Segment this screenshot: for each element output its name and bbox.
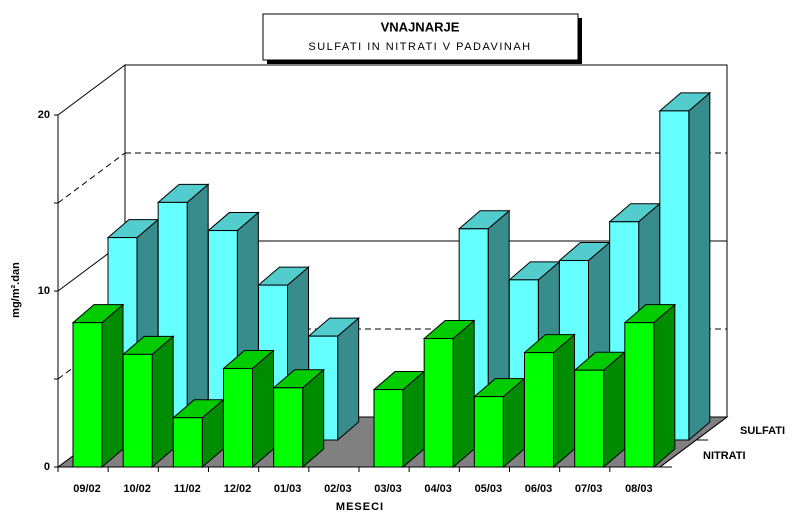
bar-side <box>553 333 575 469</box>
y-tick-label: 10 <box>38 285 50 297</box>
bar <box>423 338 454 468</box>
x-tick-label: 03/03 <box>374 483 402 495</box>
legend-label: SULFATI <box>740 425 785 437</box>
bar <box>223 367 253 468</box>
x-axis-label: MESECI <box>336 501 384 513</box>
bar <box>574 369 605 468</box>
x-tick-label: 09/02 <box>73 483 101 495</box>
x-tick-label: 07/03 <box>575 483 603 495</box>
minor-grid-line <box>57 152 126 204</box>
bar-side <box>101 303 124 469</box>
x-tick-label: 01/03 <box>274 483 302 495</box>
y-axis-label: mg/m².dan <box>10 262 22 318</box>
bar <box>273 387 304 468</box>
bar <box>122 353 153 468</box>
bar-side <box>452 319 475 469</box>
x-tick-label: 05/03 <box>475 483 503 495</box>
bar-side <box>688 91 711 442</box>
title-box <box>262 13 579 61</box>
bar <box>172 417 203 468</box>
depth-axis <box>659 416 728 468</box>
y-tick-label: 20 <box>38 109 50 121</box>
bar <box>373 389 404 468</box>
bar <box>524 352 554 468</box>
bar <box>624 322 655 468</box>
chart-title: VNAJNARJE <box>381 19 460 34</box>
bar-side <box>603 351 626 469</box>
bar-side <box>252 349 274 469</box>
bar-side <box>653 303 676 469</box>
bar <box>72 322 103 468</box>
x-tick-label: 10/02 <box>123 483 151 495</box>
x-tick-label: 12/02 <box>224 483 252 495</box>
x-tick-label: 08/03 <box>625 483 653 495</box>
x-tick-label: 06/03 <box>525 483 553 495</box>
chart-subtitle: SULFATI IN NITRATI V PADAVINAH <box>308 41 531 53</box>
y-tick-label: 0 <box>44 461 50 473</box>
bar-side <box>337 317 360 442</box>
x-tick-label: 02/03 <box>324 483 352 495</box>
bar <box>473 396 504 468</box>
bar-side <box>151 335 174 469</box>
legend-label: NITRATI <box>703 450 746 462</box>
x-tick-label: 11/02 <box>174 483 201 495</box>
x-tick-label: 04/03 <box>424 483 452 495</box>
